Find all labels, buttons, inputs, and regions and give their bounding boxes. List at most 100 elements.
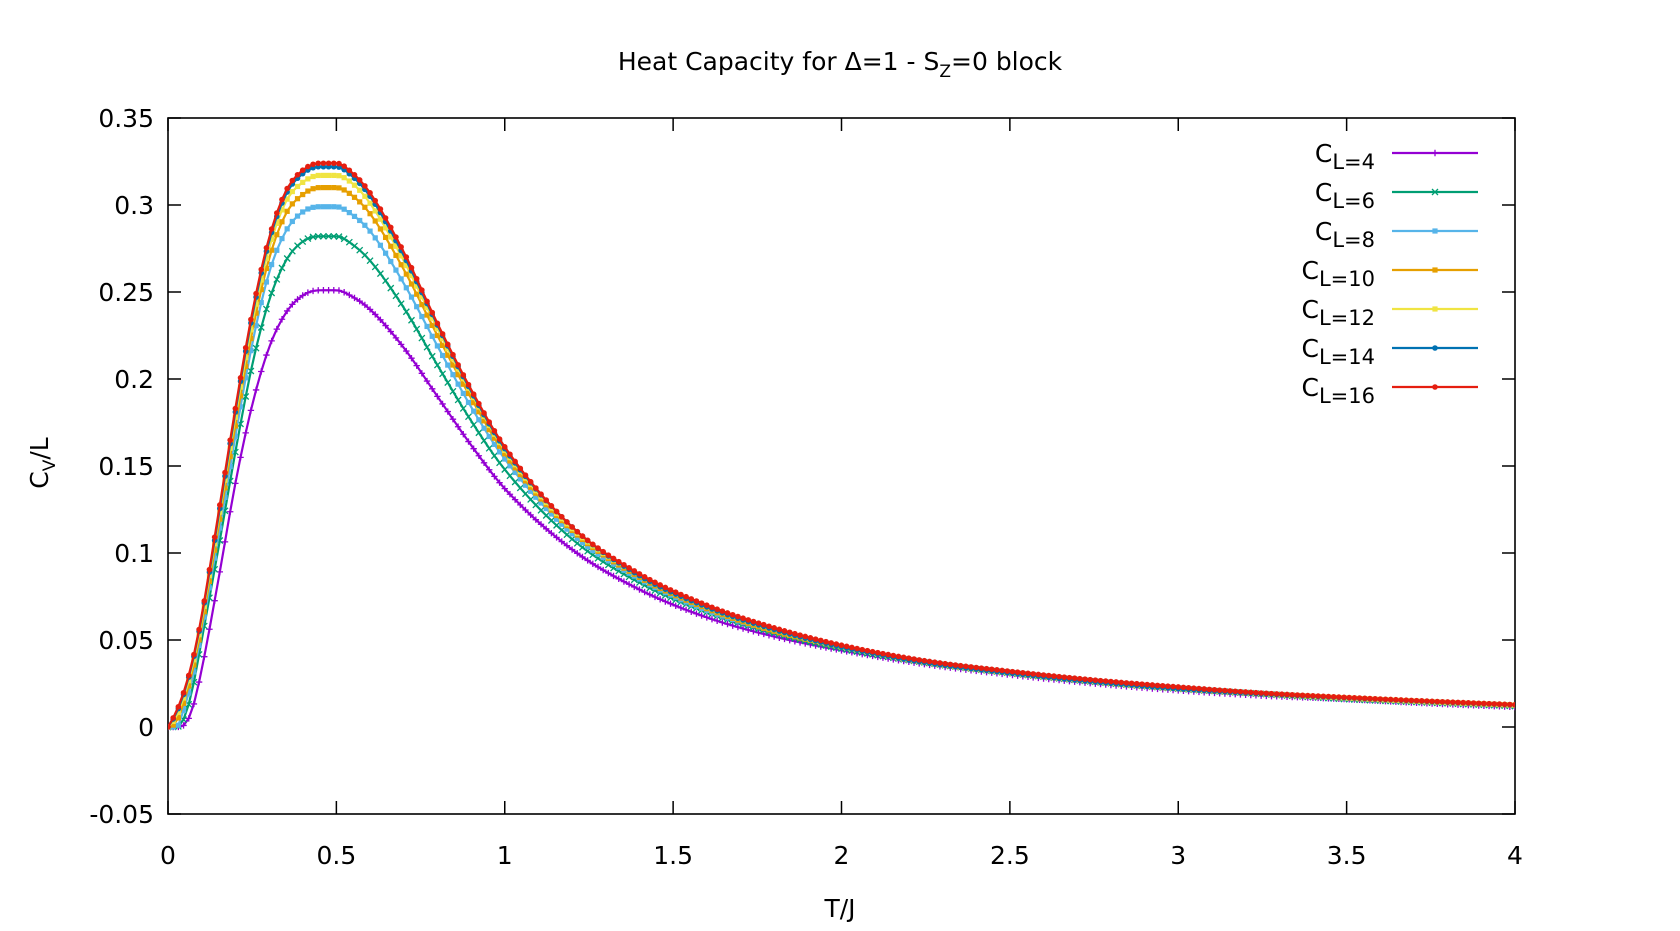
data-point [532, 516, 540, 523]
y-tick-label: 0.35 [98, 104, 154, 133]
data-point [247, 407, 255, 414]
data-point [253, 290, 259, 297]
data-point [672, 602, 679, 610]
data-point [859, 646, 866, 653]
data-point [1413, 697, 1420, 704]
data-point [1408, 697, 1415, 704]
data-point [745, 617, 752, 623]
data-point [1403, 697, 1410, 703]
data-point [491, 427, 498, 434]
data-point [433, 361, 441, 369]
data-point [533, 494, 539, 500]
legend-label: CL=10 [1302, 256, 1376, 291]
data-point [704, 602, 710, 608]
data-point [569, 524, 575, 530]
data-point [542, 512, 550, 519]
data-point [263, 265, 270, 272]
data-point [274, 247, 280, 253]
data-point [522, 506, 529, 514]
data-point [807, 635, 814, 641]
data-point [952, 662, 959, 668]
data-point [419, 287, 425, 293]
data-point [569, 531, 575, 537]
data-point [434, 343, 440, 349]
data-point [460, 381, 466, 387]
data-point [590, 547, 596, 554]
data-point [522, 478, 529, 484]
data-point [362, 193, 368, 199]
data-point [372, 235, 378, 241]
data-point [408, 281, 415, 287]
data-point [1247, 689, 1254, 696]
data-point [480, 459, 488, 467]
x-tick-label: 0.5 [316, 841, 356, 870]
data-point [309, 287, 317, 295]
data-point [579, 539, 586, 546]
legend-label-main: C [1315, 139, 1332, 168]
data-point [512, 469, 518, 476]
legend-label: CL=6 [1315, 178, 1375, 213]
data-point [331, 172, 337, 179]
data-point [502, 451, 508, 457]
data-point [227, 437, 233, 443]
data-point [362, 183, 368, 189]
data-point [942, 660, 948, 667]
data-point [232, 423, 238, 429]
data-point [326, 172, 332, 179]
data-point [501, 466, 509, 473]
data-point [1014, 669, 1021, 675]
data-point [180, 707, 187, 713]
data-point [693, 610, 700, 617]
data-point [1444, 699, 1451, 705]
data-point [667, 600, 674, 607]
data-point [1216, 687, 1223, 693]
data-point [516, 484, 524, 492]
data-point [403, 254, 410, 260]
data-point [490, 452, 498, 460]
data-point [227, 463, 233, 470]
data-point [217, 516, 223, 522]
data-point [740, 615, 746, 622]
data-point [585, 544, 591, 550]
data-point [1071, 675, 1078, 681]
data-point [869, 648, 876, 655]
data-point [372, 218, 378, 224]
data-point [320, 204, 327, 210]
data-point [377, 206, 384, 212]
data-point [688, 608, 695, 615]
data-point [419, 302, 425, 308]
data-point [289, 188, 295, 195]
data-point [222, 494, 228, 500]
data-point [419, 294, 425, 300]
data-point [284, 185, 290, 192]
data-point [392, 334, 400, 342]
legend-label-sub: L=8 [1332, 228, 1375, 252]
data-point [403, 262, 409, 269]
data-point [564, 526, 570, 532]
data-point [237, 375, 244, 381]
legend-label-main: C [1315, 217, 1332, 246]
data-point [1450, 699, 1456, 705]
data-point [978, 665, 985, 671]
data-point [450, 362, 456, 368]
data-point [600, 548, 606, 555]
chart-title-main: Heat Capacity for Δ=1 - S [618, 47, 940, 76]
x-axis-label: T/J [823, 894, 855, 923]
data-point [563, 542, 571, 549]
data-point [248, 347, 254, 354]
legend-entry: CL=16 [1302, 373, 1478, 408]
data-point [247, 367, 255, 375]
data-point [693, 598, 700, 604]
data-point [335, 233, 343, 241]
data-point [517, 465, 524, 472]
data-point [683, 593, 689, 600]
data-point [340, 289, 348, 296]
data-point [180, 695, 187, 701]
data-point [449, 387, 457, 395]
data-point [398, 276, 404, 282]
legend-label-sub: L=14 [1319, 345, 1375, 369]
legend-marker [1432, 306, 1438, 312]
data-point [257, 324, 265, 331]
data-point [351, 242, 358, 250]
data-point [273, 325, 280, 333]
